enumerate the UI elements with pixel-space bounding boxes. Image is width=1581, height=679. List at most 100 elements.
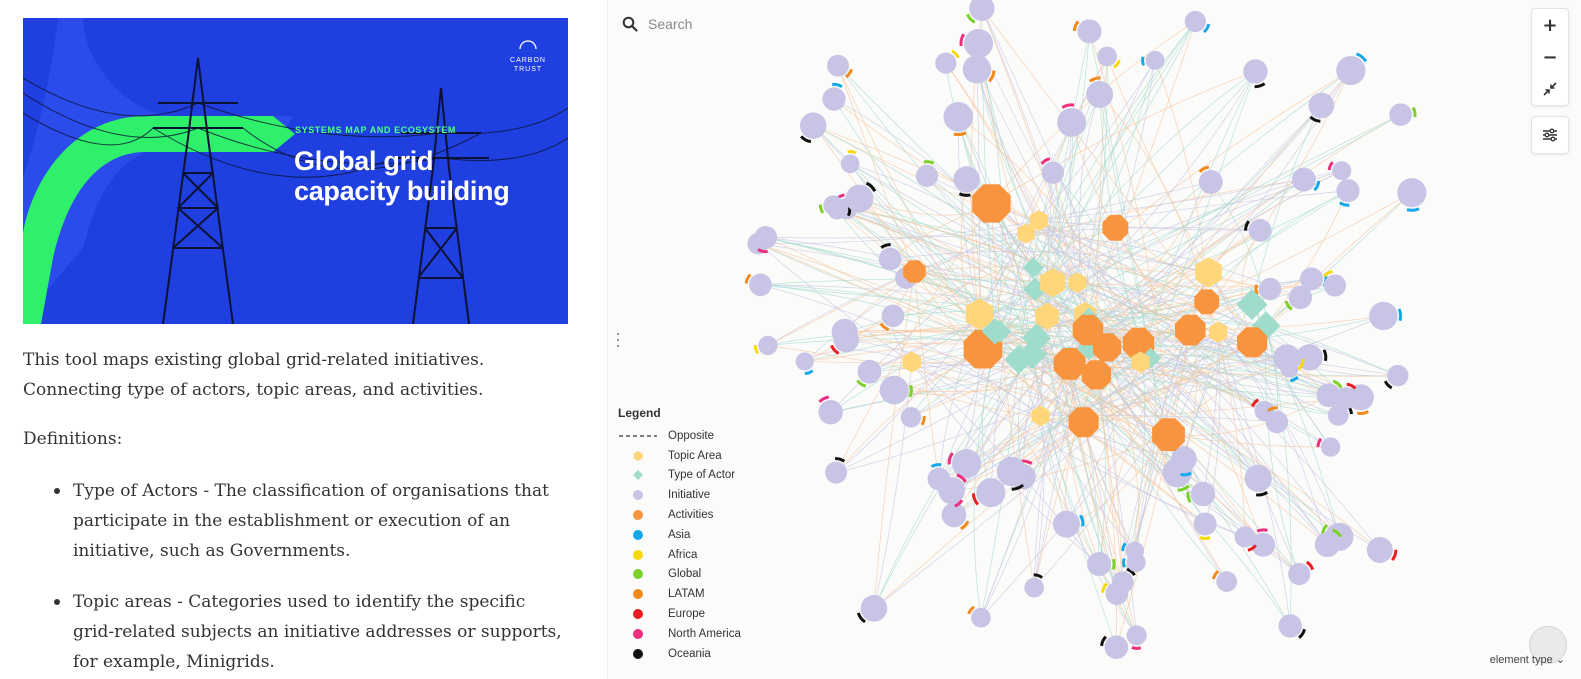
initiative-node[interactable] <box>878 243 902 271</box>
zoom-out-button[interactable]: − <box>1542 46 1558 68</box>
initiative-node[interactable] <box>818 395 843 425</box>
initiative-node[interactable] <box>1057 103 1087 137</box>
activity-node[interactable] <box>1194 289 1220 315</box>
activity-node[interactable] <box>1068 407 1099 438</box>
initiative-node[interactable] <box>1334 382 1357 410</box>
activity-node[interactable] <box>1081 360 1112 390</box>
initiative-node[interactable] <box>1316 379 1343 408</box>
initiative-node[interactable] <box>996 456 1027 491</box>
initiative-node[interactable] <box>1389 103 1417 126</box>
initiative-node[interactable] <box>1024 573 1044 598</box>
initiative-node[interactable] <box>826 54 853 79</box>
initiative-node[interactable] <box>1308 92 1335 123</box>
activity-node[interactable] <box>1237 327 1268 358</box>
initiative-node[interactable] <box>1336 179 1360 207</box>
topic-area-node[interactable] <box>1068 272 1087 293</box>
initiative-node[interactable] <box>962 55 996 84</box>
initiative-node[interactable] <box>971 478 1006 508</box>
initiative-node[interactable] <box>1193 512 1217 540</box>
type-of-actor-node[interactable] <box>1004 344 1034 375</box>
initiative-node[interactable] <box>1366 537 1398 563</box>
initiative-node[interactable] <box>1397 178 1427 212</box>
initiative-node[interactable] <box>856 359 882 388</box>
initiative-node[interactable] <box>1097 46 1121 69</box>
initiative-node[interactable] <box>1198 165 1223 194</box>
initiative-node[interactable] <box>966 0 995 24</box>
topic-area-node[interactable] <box>1208 321 1228 343</box>
type-of-actor-node[interactable] <box>1236 289 1268 321</box>
initiative-node[interactable] <box>856 594 888 624</box>
initiative-node[interactable] <box>1087 552 1116 577</box>
initiative-node[interactable] <box>947 449 982 479</box>
topic-area-node[interactable] <box>1031 405 1050 427</box>
initiative-node[interactable] <box>744 273 772 297</box>
activity-node[interactable] <box>903 260 926 283</box>
initiative-node[interactable] <box>818 195 843 215</box>
initiative-node[interactable] <box>935 49 960 74</box>
initiative-node[interactable] <box>1234 526 1257 552</box>
element-type-dropdown[interactable]: element type ⌄ <box>1489 654 1565 666</box>
initiative-node[interactable] <box>1086 76 1114 108</box>
initiative-node[interactable] <box>1053 510 1085 538</box>
initiative-node[interactable] <box>1126 625 1147 650</box>
initiative-node[interactable] <box>1141 50 1165 70</box>
initiative-node[interactable] <box>1244 464 1272 497</box>
fit-view-button[interactable] <box>1532 73 1568 105</box>
initiative-node[interactable] <box>1314 528 1343 558</box>
panel-resize-handle[interactable] <box>616 331 620 349</box>
initiative-node[interactable] <box>1184 10 1211 34</box>
topic-area-node[interactable] <box>1035 302 1059 330</box>
initiative-node[interactable] <box>879 375 913 405</box>
initiative-node[interactable] <box>753 335 778 356</box>
network-graph-panel[interactable]: + − Legend Opposite Topic Area Type of Act… <box>607 0 1581 679</box>
zoom-in-button[interactable]: + <box>1542 14 1558 36</box>
initiative-node[interactable] <box>1265 406 1289 434</box>
initiative-node[interactable] <box>900 407 926 428</box>
initiative-node[interactable] <box>1072 19 1102 44</box>
topic-area-node[interactable] <box>1195 257 1222 288</box>
initiative-node[interactable] <box>953 166 980 197</box>
activity-node[interactable] <box>1072 314 1104 346</box>
topic-area-node[interactable] <box>1030 210 1049 232</box>
initiative-node[interactable] <box>1299 267 1328 291</box>
initiative-node[interactable] <box>825 457 848 484</box>
initiative-node[interactable] <box>822 82 846 111</box>
initiative-node[interactable] <box>1383 364 1409 390</box>
initiative-node[interactable] <box>1278 614 1306 639</box>
initiative-node[interactable] <box>939 482 964 508</box>
initiative-node[interactable] <box>967 605 991 628</box>
type-of-actor-node[interactable] <box>1251 311 1281 341</box>
initiative-node[interactable] <box>1273 344 1305 372</box>
initiative-node[interactable] <box>840 149 860 174</box>
initiative-node[interactable] <box>943 102 974 137</box>
initiative-node[interactable] <box>1291 167 1321 192</box>
initiative-node[interactable] <box>1244 218 1272 242</box>
initiative-node[interactable] <box>754 225 778 254</box>
search-input[interactable] <box>648 16 888 32</box>
topic-area-node[interactable] <box>965 298 993 330</box>
initiative-node[interactable] <box>1186 481 1216 507</box>
type-of-actor-node[interactable] <box>1021 323 1052 353</box>
initiative-node[interactable] <box>1327 161 1352 181</box>
initiative-node[interactable] <box>1323 270 1347 297</box>
topic-area-node[interactable] <box>1040 268 1066 298</box>
initiative-node[interactable] <box>799 112 827 144</box>
settings-button[interactable] <box>1531 116 1569 154</box>
initiative-node[interactable] <box>1369 301 1403 331</box>
initiative-node[interactable] <box>1040 157 1065 184</box>
activity-node[interactable] <box>1122 327 1155 360</box>
activity-node[interactable] <box>972 184 1011 223</box>
activity-node[interactable] <box>1152 418 1185 451</box>
initiative-node[interactable] <box>1288 560 1315 586</box>
network-graph-canvas[interactable] <box>608 0 1581 679</box>
search-bar[interactable] <box>622 10 922 38</box>
type-of-actor-node[interactable] <box>1022 256 1044 279</box>
initiative-node[interactable] <box>1251 528 1276 557</box>
initiative-node[interactable] <box>915 160 939 188</box>
initiative-node[interactable] <box>1101 582 1129 605</box>
initiative-node[interactable] <box>1336 52 1368 86</box>
initiative-node[interactable] <box>1100 635 1129 659</box>
initiative-node[interactable] <box>1243 59 1268 89</box>
activity-node[interactable] <box>1175 314 1206 346</box>
initiative-node[interactable] <box>959 29 994 58</box>
